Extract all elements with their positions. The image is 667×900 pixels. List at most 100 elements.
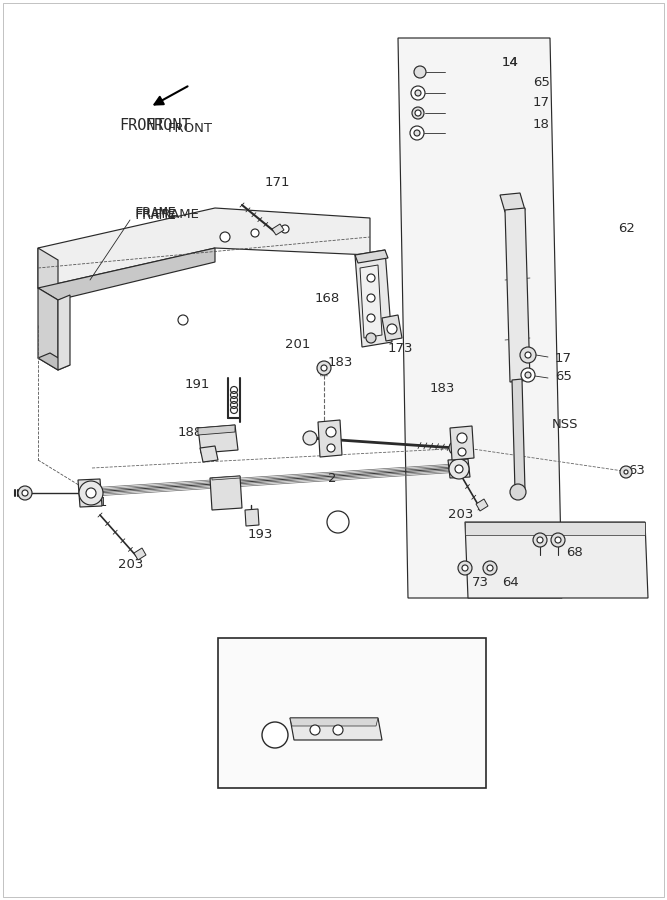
Circle shape [414,130,420,136]
Circle shape [367,274,375,282]
Circle shape [487,565,493,571]
Circle shape [22,490,28,496]
Polygon shape [505,208,530,382]
Circle shape [521,368,535,382]
Circle shape [537,537,543,543]
Circle shape [533,533,547,547]
Polygon shape [38,248,215,300]
Circle shape [525,372,531,378]
Polygon shape [355,250,388,263]
Text: FRONT: FRONT [119,118,165,132]
Text: ASSIST  SIDE: ASSIST SIDE [295,651,405,665]
Circle shape [367,314,375,322]
Polygon shape [272,224,284,235]
Circle shape [624,470,628,474]
Circle shape [520,347,536,363]
Circle shape [327,444,335,452]
Circle shape [414,66,426,78]
Text: 63: 63 [628,464,645,476]
Circle shape [455,465,463,473]
Text: A: A [329,517,336,527]
Text: 203: 203 [448,508,474,521]
Circle shape [317,361,331,375]
Polygon shape [450,426,474,460]
Circle shape [415,110,421,116]
Text: 18: 18 [533,118,550,130]
Text: 491: 491 [388,706,414,718]
Circle shape [412,107,424,119]
Text: 173: 173 [388,341,414,355]
Circle shape [262,722,288,748]
Polygon shape [448,459,470,478]
Text: 68: 68 [566,545,583,559]
Polygon shape [38,353,70,370]
Polygon shape [290,718,378,726]
Text: 14: 14 [502,56,519,68]
Circle shape [281,225,289,233]
Text: 168: 168 [315,292,340,304]
Circle shape [367,294,375,302]
Text: 65: 65 [555,370,572,382]
Text: 17: 17 [533,96,550,110]
Circle shape [326,427,336,437]
Text: 183: 183 [328,356,354,368]
Circle shape [321,365,327,371]
Polygon shape [198,425,235,435]
Polygon shape [58,295,70,370]
Polygon shape [200,446,218,462]
Circle shape [220,232,230,242]
Circle shape [457,433,467,443]
Polygon shape [290,718,382,740]
Polygon shape [500,193,525,212]
Circle shape [79,481,103,505]
Polygon shape [245,509,259,526]
Text: 203: 203 [118,559,143,572]
Polygon shape [355,250,392,347]
Circle shape [410,126,424,140]
Polygon shape [38,288,58,370]
Text: NSS: NSS [552,418,578,431]
Circle shape [449,441,463,455]
Polygon shape [476,499,488,511]
Circle shape [551,533,565,547]
Text: FRONT: FRONT [145,118,191,132]
Polygon shape [210,476,242,510]
Circle shape [555,537,561,543]
Text: 73: 73 [472,575,489,589]
Polygon shape [198,425,238,453]
Circle shape [620,466,632,478]
Circle shape [483,561,497,575]
Text: 191: 191 [185,379,210,392]
Circle shape [458,448,466,456]
Circle shape [18,486,32,500]
Circle shape [178,315,188,325]
Text: 14: 14 [502,56,519,68]
Polygon shape [38,208,370,288]
Polygon shape [465,522,645,535]
Circle shape [366,333,376,343]
Circle shape [458,561,472,575]
Text: 193: 193 [248,528,273,542]
Text: FRAME: FRAME [134,208,176,222]
Circle shape [86,488,96,498]
Circle shape [415,90,421,96]
Text: 201: 201 [82,496,107,508]
Circle shape [251,229,259,237]
Polygon shape [512,379,525,491]
Text: 201: 201 [285,338,310,352]
Text: 188: 188 [178,426,203,438]
Circle shape [333,725,343,735]
Polygon shape [212,476,240,480]
Polygon shape [218,638,486,788]
Polygon shape [318,420,342,457]
Polygon shape [382,315,402,341]
Polygon shape [398,38,562,598]
Circle shape [525,352,531,358]
Circle shape [327,511,349,533]
Polygon shape [38,248,58,300]
Circle shape [462,565,468,571]
Polygon shape [134,548,146,560]
Text: FRAME: FRAME [134,206,176,220]
Circle shape [310,725,320,735]
Circle shape [303,431,317,445]
